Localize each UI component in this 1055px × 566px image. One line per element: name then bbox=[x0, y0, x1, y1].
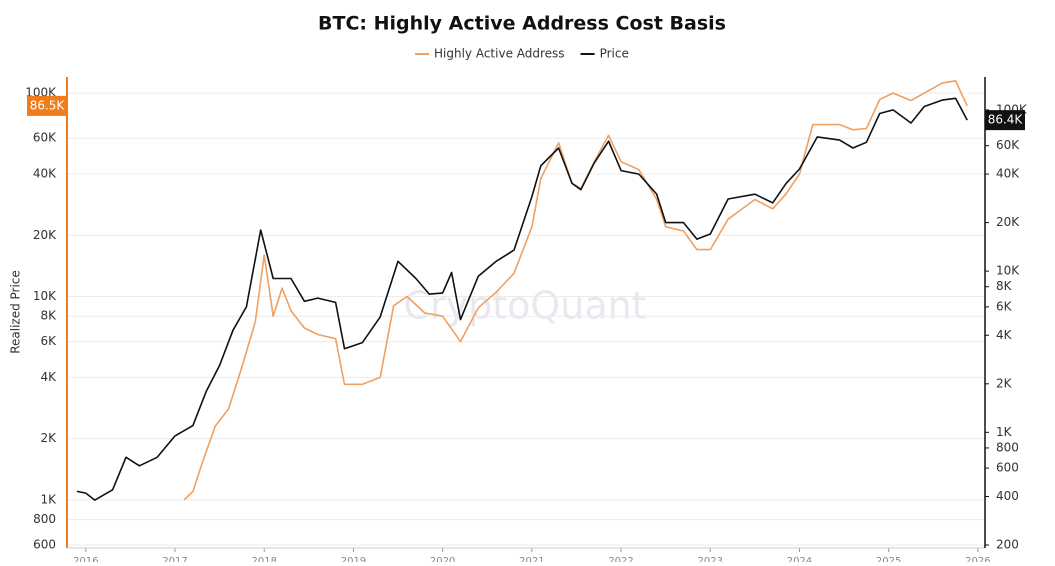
x-tick-label: 2024 bbox=[787, 556, 812, 562]
x-tick-label: 2026 bbox=[965, 556, 990, 562]
x-tick-label: 2021 bbox=[519, 556, 544, 562]
y2-tick-label: 60K bbox=[996, 138, 1020, 152]
legend: Highly Active Address Price bbox=[415, 47, 629, 61]
y2-tick-label: 1K bbox=[996, 425, 1013, 439]
y2-tick-label: 400 bbox=[996, 489, 1019, 503]
x-tick-label: 2025 bbox=[876, 556, 901, 562]
y2-tick-label: 600 bbox=[996, 461, 1019, 475]
y2-tick-label: 200 bbox=[996, 538, 1019, 552]
y2-tick-label: 8K bbox=[996, 279, 1013, 293]
y-tick-label: 800 bbox=[33, 512, 56, 526]
x-tick-label: 2016 bbox=[73, 556, 98, 562]
legend-label: Highly Active Address bbox=[434, 47, 565, 61]
legend-label: Price bbox=[600, 47, 629, 61]
y2-tick-label: 2K bbox=[996, 376, 1013, 390]
y-tick-label: 2K bbox=[40, 431, 57, 445]
y2-tick-label: 40K bbox=[996, 167, 1020, 181]
value-badge-label: 86.5K bbox=[30, 98, 66, 112]
y-tick-label: 6K bbox=[40, 334, 57, 348]
y-tick-label: 1K bbox=[40, 492, 57, 506]
x-tick-label: 2019 bbox=[341, 556, 366, 562]
x-tick-label: 2017 bbox=[162, 556, 187, 562]
y-tick-label: 8K bbox=[40, 309, 57, 323]
y2-tick-label: 10K bbox=[996, 264, 1020, 278]
y2-tick-label: 800 bbox=[996, 440, 1019, 454]
x-tick-label: 2022 bbox=[608, 556, 633, 562]
y2-tick-label: 20K bbox=[996, 215, 1020, 229]
x-tick-label: 2018 bbox=[252, 556, 277, 562]
y2-tick-label: 6K bbox=[996, 299, 1013, 313]
series-line bbox=[76, 97, 968, 501]
y-axis-label: Realized Price bbox=[9, 270, 23, 354]
value-badge bbox=[985, 110, 1025, 131]
watermark: CryptoQuant bbox=[403, 284, 646, 328]
series-line bbox=[183, 80, 968, 501]
y-tick-label: 10K bbox=[33, 289, 57, 303]
y-tick-label: 20K bbox=[33, 228, 57, 242]
y-tick-label: 60K bbox=[33, 131, 57, 145]
y-tick-label: 600 bbox=[33, 538, 56, 552]
y2-tick-label: 4K bbox=[996, 328, 1013, 342]
value-badge bbox=[27, 95, 67, 116]
y-tick-label: 4K bbox=[40, 370, 57, 384]
y-tick-label: 40K bbox=[33, 167, 57, 181]
value-badge-label: 86.4K bbox=[988, 113, 1024, 127]
chart-title: BTC: Highly Active Address Cost Basis bbox=[318, 13, 726, 35]
x-tick-label: 2020 bbox=[430, 556, 455, 562]
x-tick-label: 2023 bbox=[698, 556, 723, 562]
